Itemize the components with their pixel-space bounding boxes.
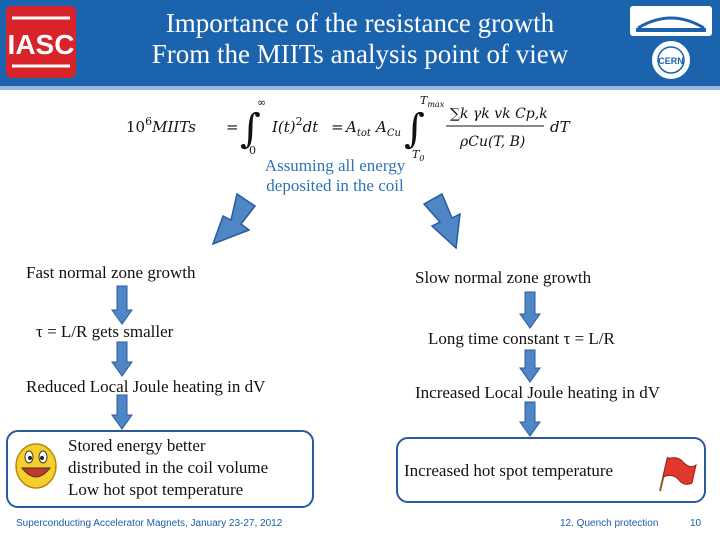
left-step-3: Reduced Local Joule heating in dV	[26, 377, 266, 396]
svg-text:=: =	[226, 118, 239, 136]
cern-logo-text: CERN	[658, 56, 684, 66]
svg-text:T0: T0	[412, 148, 424, 163]
left-down-arrow-1	[111, 285, 133, 325]
right-down-arrow-3	[519, 401, 541, 437]
page-title: Importance of the resistance growth From…	[90, 8, 630, 70]
left-down-arrow-2	[111, 341, 133, 377]
iasc-logo: IASC	[4, 4, 78, 80]
svg-text:0: 0	[249, 144, 256, 157]
right-result-text: Increased hot spot temperature	[404, 461, 614, 480]
page-number: 10	[690, 518, 702, 529]
svg-text:106MIITs: 106MIITs	[126, 115, 196, 136]
header-rule	[0, 86, 720, 90]
left-result-box: Stored energy better distributed in the …	[6, 430, 314, 508]
right-down-arrow-1	[519, 291, 541, 329]
left-result-line-3: Low hot spot temperature	[68, 480, 244, 499]
svg-text:=: =	[331, 118, 344, 136]
title-line-2: From the MIITs analysis point of view	[151, 39, 569, 69]
left-step-2: τ = L/R gets smaller	[36, 322, 174, 341]
right-down-arrow-2	[519, 349, 541, 383]
left-result-line-2: distributed in the coil volume	[68, 458, 269, 477]
miits-formula: 106MIITs = ∫ ∞ 0 I(t)2dt = Atot ACu ∫ Tm…	[126, 94, 571, 163]
right-step-2: Long time constant τ = L/R	[428, 329, 615, 348]
right-step-1: Slow normal zone growth	[415, 268, 592, 287]
svg-text:∞: ∞	[257, 96, 266, 109]
formula-denominator: ρCu(T, B)	[459, 134, 525, 150]
svg-text:ACu: ACu	[374, 118, 401, 139]
right-diagonal-arrow	[422, 192, 461, 250]
right-result-box: Increased hot spot temperature	[396, 437, 706, 503]
svg-text:∫: ∫	[240, 106, 261, 152]
left-result-line-1: Stored energy better	[68, 436, 206, 455]
iasc-logo-text: IASC	[8, 29, 75, 60]
smiley-icon	[15, 443, 57, 489]
svg-text:Tmax: Tmax	[420, 94, 445, 109]
left-diagonal-arrow	[211, 192, 257, 246]
title-line-1: Importance of the resistance growth	[165, 8, 555, 38]
assumption-text: Assuming all energy deposited in the coi…	[264, 156, 406, 195]
formula-numerator: ∑k γk vk Cp,k	[450, 106, 548, 122]
lab-logos: CERN	[628, 4, 714, 84]
red-flag-icon	[659, 456, 697, 492]
footer-course: Superconducting Accelerator Magnets, Jan…	[16, 518, 283, 529]
right-step-3: Increased Local Joule heating in dV	[415, 383, 660, 402]
left-down-arrow-3	[111, 394, 133, 430]
header-band	[0, 0, 720, 86]
svg-text:I(t)2dt: I(t)2dt	[271, 115, 319, 136]
left-step-1: Fast normal zone growth	[26, 263, 196, 282]
footer-section: 12. Quench protection	[560, 518, 659, 529]
svg-text:∫: ∫	[404, 106, 425, 152]
svg-text:dT: dT	[550, 118, 571, 136]
svg-text:Atot: Atot	[344, 118, 372, 139]
